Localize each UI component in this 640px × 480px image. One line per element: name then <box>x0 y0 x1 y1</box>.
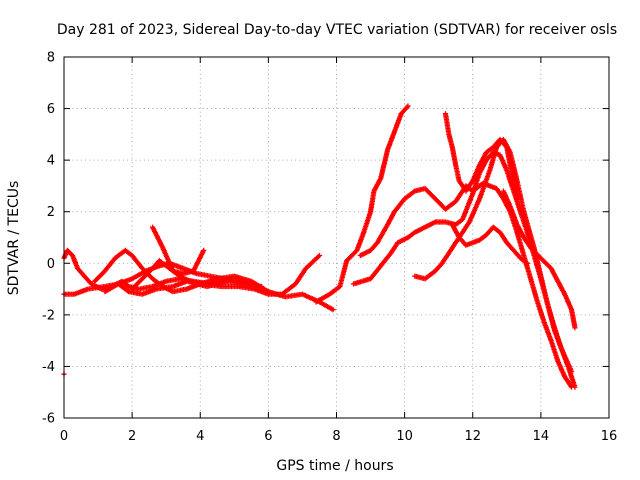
y-tick-label: 0 <box>47 257 55 272</box>
data-point <box>224 278 231 284</box>
x-tick-label: 8 <box>332 429 340 444</box>
x-axis-label: GPS time / hours <box>276 458 393 474</box>
data-point <box>572 384 578 390</box>
x-tick-label: 10 <box>396 429 413 444</box>
data-point <box>316 252 323 259</box>
data-point <box>330 307 336 313</box>
data-point <box>572 325 578 331</box>
x-tick-label: 12 <box>464 429 481 444</box>
data-point <box>201 247 207 253</box>
series-track-7 <box>313 103 411 305</box>
y-tick-label: 2 <box>47 205 55 220</box>
data-point <box>252 281 258 287</box>
x-tick-label: 2 <box>128 429 136 444</box>
x-tick-label: 16 <box>601 429 618 444</box>
x-tick-label: 14 <box>533 429 550 444</box>
y-tick-label: -4 <box>42 360 55 375</box>
series-track-10 <box>412 136 578 390</box>
y-tick-label: -6 <box>42 412 55 427</box>
series-track-13 <box>500 188 578 331</box>
data-point <box>405 103 411 109</box>
series-track-12 <box>449 222 530 266</box>
y-tick-label: 6 <box>47 102 55 117</box>
x-tick-label: 0 <box>60 429 68 444</box>
x-tick-label: 6 <box>264 429 272 444</box>
y-axis-label: SDTVAR / TECUs <box>6 181 22 296</box>
series-track-6 <box>150 224 207 277</box>
y-tick-label: 8 <box>47 51 55 66</box>
y-tick-label: 4 <box>47 154 55 169</box>
data-point <box>524 260 530 266</box>
data-points <box>61 103 578 390</box>
data-point <box>514 196 520 202</box>
plot-frame <box>63 56 610 419</box>
y-tick-label: -2 <box>42 308 55 323</box>
x-tick-labels: 0 2 4 6 8 10 12 14 16 <box>60 429 617 444</box>
y-tick-labels: -6 -4 -2 0 2 4 6 8 <box>42 51 55 427</box>
x-tick-label: 4 <box>196 429 204 444</box>
axis-ticks <box>63 56 610 419</box>
series-track-11 <box>442 111 520 202</box>
chart-title: Day 281 of 2023, Sidereal Day-to-day VTE… <box>57 22 617 38</box>
